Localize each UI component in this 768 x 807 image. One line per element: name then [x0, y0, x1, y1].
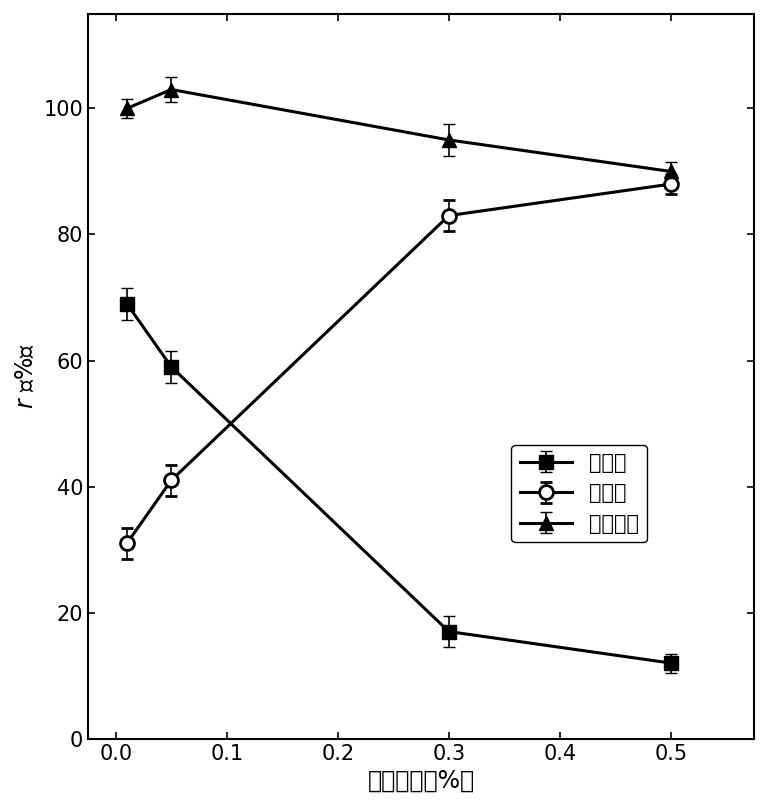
Legend: 贴壁率, 悬浮率, 总生长率: 贴壁率, 悬浮率, 总生长率: [511, 445, 647, 542]
X-axis label: 明胶浓度（%）: 明胶浓度（%）: [368, 769, 475, 793]
Y-axis label: $r$ （%）: $r$ （%）: [14, 343, 38, 409]
